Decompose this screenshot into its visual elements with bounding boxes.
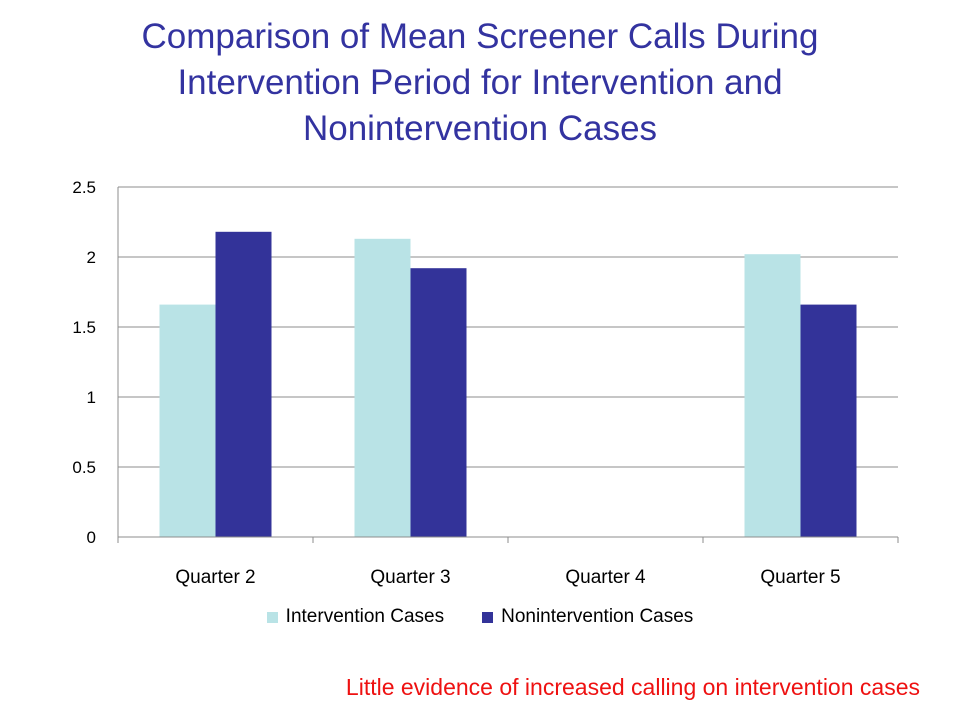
chart-legend: Intervention Cases Nonintervention Cases xyxy=(0,606,960,628)
x-tick-label: Quarter 2 xyxy=(175,567,255,588)
x-tick-label: Quarter 4 xyxy=(565,567,646,588)
caption-text: Little evidence of increased calling on … xyxy=(345,674,920,700)
y-tick-label: 2 xyxy=(87,248,96,267)
bar-nonintervention xyxy=(800,304,857,537)
legend-label-nonintervention: Nonintervention Cases xyxy=(501,606,694,627)
y-tick-label: 0.5 xyxy=(72,458,96,477)
bar-intervention xyxy=(159,304,216,537)
legend-swatch-intervention xyxy=(266,611,278,623)
x-tick-label: Quarter 3 xyxy=(370,567,450,588)
bar-intervention xyxy=(354,238,411,538)
y-tick-label: 1 xyxy=(87,388,96,407)
chart-title-line-3: Nonintervention Cases xyxy=(302,109,658,148)
legend-item-intervention: Intervention Cases xyxy=(266,606,445,628)
x-tick-label: Quarter 5 xyxy=(760,567,840,588)
y-tick-label: 1.5 xyxy=(72,318,96,337)
bar-chart: 0 0.5 1 1.5 2 2.5 Quarter 2 Quarter 3 Quarter 4 Q… xyxy=(72,178,899,588)
legend-swatch-nonintervention xyxy=(482,611,494,623)
legend-item-nonintervention: Nonintervention Cases xyxy=(482,606,693,628)
bar-nonintervention xyxy=(215,231,272,538)
chart-title-line-2: Intervention Period for Intervention and xyxy=(177,63,783,102)
bar-nonintervention xyxy=(410,268,467,537)
y-tick-label: 2.5 xyxy=(72,178,96,197)
y-tick-label: 0 xyxy=(87,528,96,547)
legend-label-intervention: Intervention Cases xyxy=(285,606,445,627)
bar-intervention xyxy=(744,254,801,537)
chart-title: Comparison of Mean Screener Calls During… xyxy=(40,14,920,152)
chart-title-line-1: Comparison of Mean Screener Calls During xyxy=(141,17,819,56)
